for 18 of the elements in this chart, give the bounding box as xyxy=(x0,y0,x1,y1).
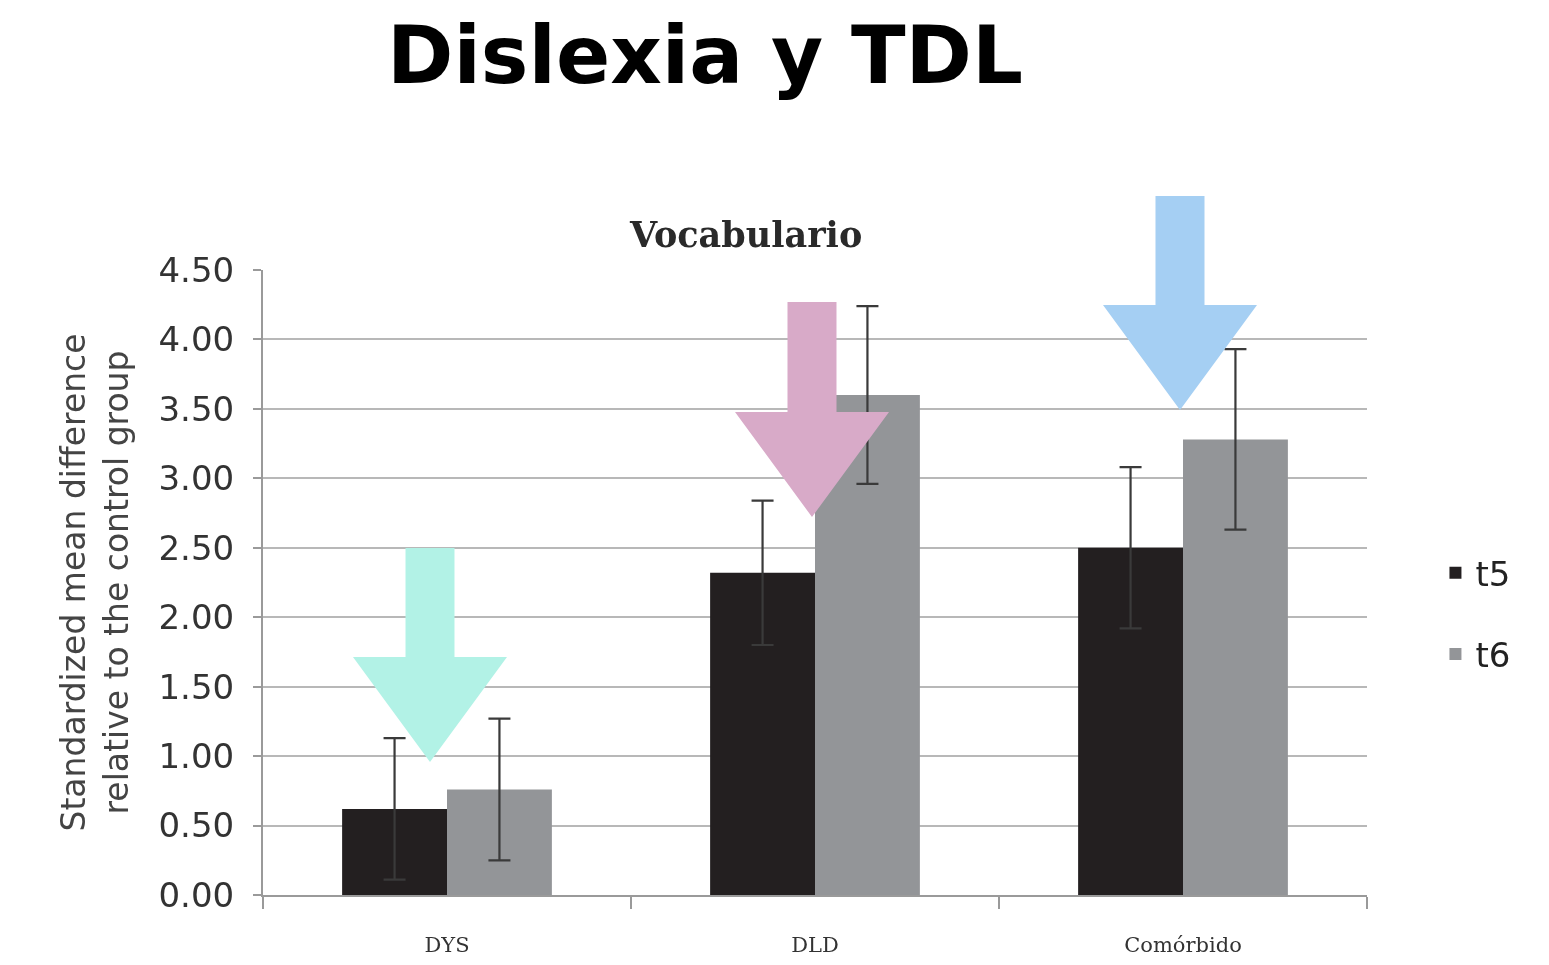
chart-title: Dislexia y TDL xyxy=(387,9,1023,102)
y-tick-label: 4.00 xyxy=(158,319,235,360)
y-tick-label: 0.00 xyxy=(158,874,235,915)
y-tick-label: 4.50 xyxy=(158,249,235,290)
y-tick-label: 2.00 xyxy=(158,597,235,638)
y-tick-label: 2.50 xyxy=(158,527,235,568)
y-tick-label: 3.00 xyxy=(158,458,235,499)
legend-label: t6 xyxy=(1475,635,1511,676)
y-axis-title: Standardized mean difference relative to the control group xyxy=(54,333,136,832)
x-tick-label: DYS xyxy=(424,933,470,958)
y-tick-label: 0.50 xyxy=(158,805,235,846)
x-tick-label: Comórbido xyxy=(1124,933,1242,958)
chart-subtitle: Vocabulario xyxy=(629,214,863,255)
x-tick-label: DLD xyxy=(791,933,839,958)
legend-label: t5 xyxy=(1475,554,1511,595)
y-tick-label: 1.50 xyxy=(158,666,235,707)
y-tick-label: 3.50 xyxy=(158,388,235,429)
y-tick-label: 1.00 xyxy=(158,736,235,777)
